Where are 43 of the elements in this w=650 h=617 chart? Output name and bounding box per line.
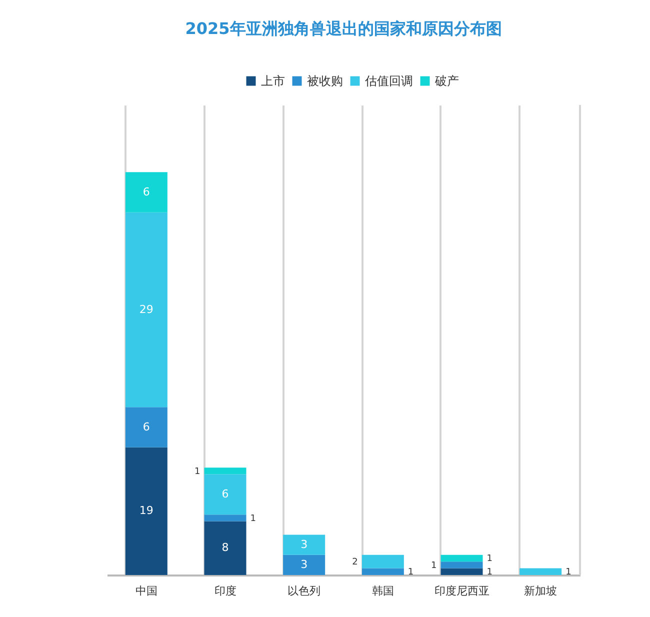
data-label: 1 bbox=[250, 514, 256, 524]
x-tick-label: 新加坡 bbox=[524, 584, 558, 598]
data-label: 1 bbox=[194, 466, 200, 477]
bar bbox=[362, 568, 404, 575]
legend-label: 被收购 bbox=[307, 74, 343, 88]
data-label: 19 bbox=[139, 504, 154, 518]
bar bbox=[440, 554, 483, 562]
bar bbox=[204, 514, 246, 522]
bar bbox=[125, 407, 168, 448]
legend-label: 估值回调 bbox=[364, 74, 413, 88]
bar bbox=[204, 474, 246, 515]
data-label: 6 bbox=[222, 487, 229, 500]
bar bbox=[125, 212, 168, 408]
x-tick-label: 以色列 bbox=[288, 584, 321, 598]
x-tick-label: 中国 bbox=[135, 584, 158, 598]
x-tick-label: 印度尼西亚 bbox=[434, 584, 490, 598]
data-label: 8 bbox=[222, 541, 229, 554]
x-tick-label: 韩国 bbox=[372, 584, 394, 598]
data-label: 1 bbox=[486, 568, 492, 578]
bar bbox=[520, 568, 562, 575]
data-label: 6 bbox=[142, 420, 150, 434]
bar bbox=[283, 534, 326, 555]
chart-title: 2025年亚洲独角兽退出的国家和原因分布图 bbox=[185, 19, 502, 38]
data-label: 3 bbox=[300, 538, 308, 551]
bar bbox=[204, 521, 246, 575]
legend-label: 破产 bbox=[434, 74, 459, 88]
bar bbox=[204, 468, 246, 474]
data-label: 3 bbox=[300, 558, 308, 571]
bar bbox=[440, 568, 483, 575]
x-tick-label: 印度 bbox=[214, 584, 236, 598]
data-label: 1 bbox=[486, 554, 492, 564]
bar bbox=[125, 172, 168, 212]
bar bbox=[283, 554, 326, 575]
bar bbox=[362, 554, 404, 568]
bar bbox=[440, 562, 483, 568]
data-label: 1 bbox=[431, 560, 437, 571]
data-label: 6 bbox=[142, 185, 150, 198]
bar bbox=[125, 447, 168, 575]
data-label: 2 bbox=[352, 558, 358, 568]
data-label: 29 bbox=[139, 302, 154, 316]
data-label: 1 bbox=[566, 568, 572, 578]
data-label: 1 bbox=[408, 568, 414, 578]
legend-label: 上市 bbox=[261, 74, 285, 88]
